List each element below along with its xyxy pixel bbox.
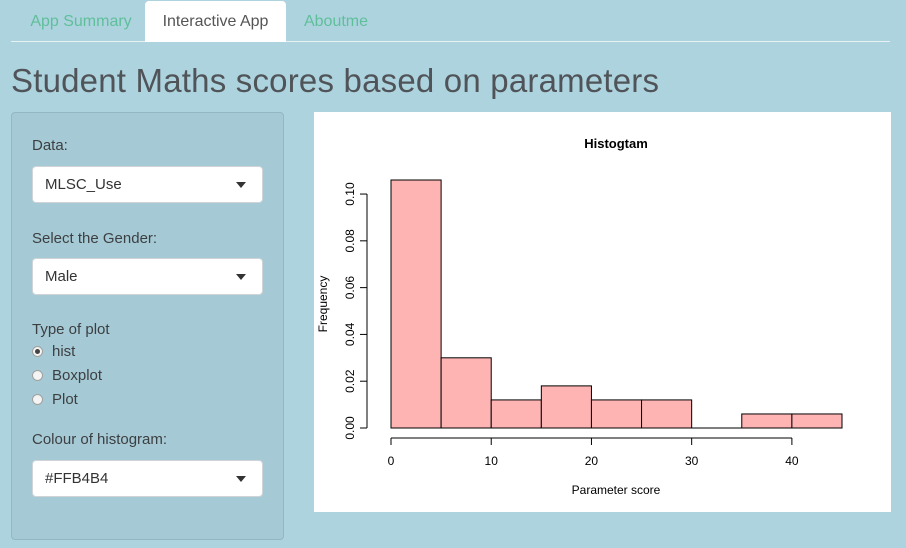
- y-axis: 0.00 0.02 0.04 0.06 0.08 0.10: [343, 182, 368, 440]
- radio-unselected-icon: [32, 394, 43, 405]
- chevron-down-icon: [236, 476, 246, 482]
- y-tick-label: 0.04: [343, 322, 357, 346]
- y-tick-label: 0.08: [343, 229, 357, 253]
- histogram-bar: [791, 413, 843, 429]
- radio-label: hist: [52, 343, 76, 360]
- chevron-down-icon: [236, 274, 246, 280]
- data-select-value: MLSC_Use: [45, 176, 122, 193]
- x-tick-label: 20: [585, 454, 599, 468]
- histogram-bar: [741, 413, 793, 429]
- gender-select-label: Select the Gender:: [32, 230, 158, 247]
- y-tick-label: 0.02: [343, 369, 357, 393]
- colour-select[interactable]: #FFB4B4: [32, 460, 263, 497]
- plot-type-label: Type of plot: [32, 321, 110, 338]
- y-axis-label: Frequency: [316, 276, 330, 333]
- histogram-bar: [440, 357, 492, 429]
- y-tick-label: 0.00: [343, 416, 357, 440]
- x-axis: 0 10 20 30 40: [388, 437, 799, 468]
- histogram-bar: [390, 179, 442, 429]
- data-select[interactable]: MLSC_Use: [32, 166, 263, 203]
- bars-group: [390, 179, 843, 429]
- y-tick-label: 0.10: [343, 182, 357, 206]
- histogram-bar: [490, 399, 542, 429]
- x-tick-label: 30: [685, 454, 699, 468]
- histogram-bar: [590, 399, 643, 429]
- tab-aboutme[interactable]: Aboutme: [303, 13, 369, 30]
- data-select-label: Data:: [32, 137, 68, 154]
- gender-select-value: Male: [45, 268, 78, 285]
- tab-interactive-app[interactable]: Interactive App: [145, 1, 286, 42]
- radio-selected-icon: [32, 346, 43, 357]
- chart-title: Histogtam: [584, 136, 648, 151]
- gender-select[interactable]: Male: [32, 258, 263, 295]
- x-tick-label: 0: [388, 454, 395, 468]
- x-axis-label: Parameter score: [572, 483, 661, 497]
- tab-app-summary[interactable]: App Summary: [30, 13, 132, 30]
- histogram-bar: [641, 399, 693, 429]
- y-tick-label: 0.06: [343, 276, 357, 300]
- histogram-bar: [540, 385, 592, 429]
- sidebar-panel: Data: MLSC_Use Select the Gender: Male T…: [11, 112, 284, 540]
- radio-label: Plot: [52, 391, 78, 408]
- tab-bar: App Summary Interactive App Aboutme: [11, 1, 890, 42]
- colour-select-label: Colour of histogram:: [32, 431, 168, 448]
- x-tick-label: 10: [485, 454, 499, 468]
- colour-select-value: #FFB4B4: [45, 470, 109, 487]
- chevron-down-icon: [236, 182, 246, 188]
- x-tick-label: 40: [785, 454, 799, 468]
- histogram-svg: Histogtam Parameter score Frequency 0 10 2…: [316, 136, 843, 497]
- histogram-plot: Histogtam Parameter score Frequency 0 10 2…: [314, 112, 891, 512]
- radio-unselected-icon: [32, 370, 43, 381]
- page-title: Student Maths scores based on parameters: [11, 62, 660, 99]
- radio-label: Boxplot: [52, 367, 103, 384]
